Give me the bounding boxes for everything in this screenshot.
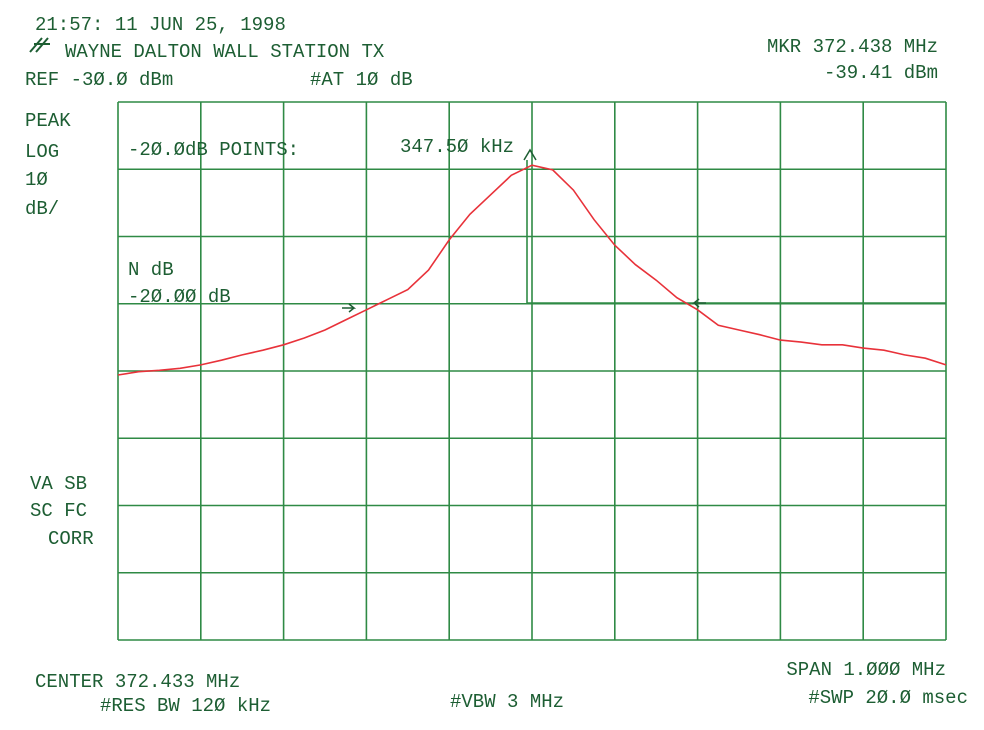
- sweep-text: #SWP 2Ø.Ø msec: [808, 687, 968, 709]
- trace: [117, 164, 947, 376]
- side-labels-text: LOG: [25, 141, 59, 163]
- points-label-text: -2Ø.ØdB POINTS:: [128, 139, 299, 161]
- vbw-text: #VBW 3 MHz: [450, 691, 564, 713]
- ref-level-text: REF -3Ø.Ø dBm: [25, 69, 173, 91]
- attenuation-text: #AT 1Ø dB: [310, 69, 413, 91]
- points-value-text: 347.5Ø kHz: [400, 136, 514, 158]
- side-labels-text: 1Ø: [25, 169, 48, 191]
- center-text: CENTER 372.433 MHz: [35, 671, 240, 693]
- side-labels-text: dB/: [25, 198, 59, 220]
- side-labels-text: CORR: [48, 528, 94, 550]
- marker-arrows: [342, 148, 706, 313]
- ndb-value-text: -2Ø.ØØ dB: [128, 286, 231, 308]
- title-text: WAYNE DALTON WALL STATION TX: [65, 41, 385, 63]
- side-labels-text: PEAK: [25, 110, 71, 132]
- ndb-label-text: N dB: [128, 259, 174, 281]
- hp-logo: [29, 37, 50, 53]
- graticule: [117, 101, 947, 641]
- marker-level-text: -39.41 dBm: [824, 62, 938, 84]
- res-bw-text: #RES BW 12Ø kHz: [100, 695, 271, 717]
- side-labels-text: VA SB: [30, 473, 87, 495]
- marker-freq-text: MKR 372.438 MHz: [767, 36, 938, 58]
- span-text: SPAN 1.ØØØ MHz: [786, 659, 946, 681]
- side-labels-text: SC FC: [30, 500, 87, 522]
- timestamp-text: 21:57: 11 JUN 25, 1998: [35, 14, 286, 36]
